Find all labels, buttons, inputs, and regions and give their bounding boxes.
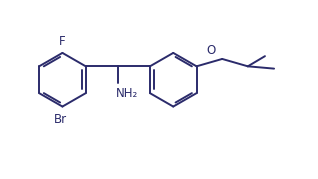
Text: F: F [59,35,66,49]
Text: O: O [206,44,216,57]
Text: NH₂: NH₂ [116,87,138,100]
Text: Br: Br [54,113,67,126]
